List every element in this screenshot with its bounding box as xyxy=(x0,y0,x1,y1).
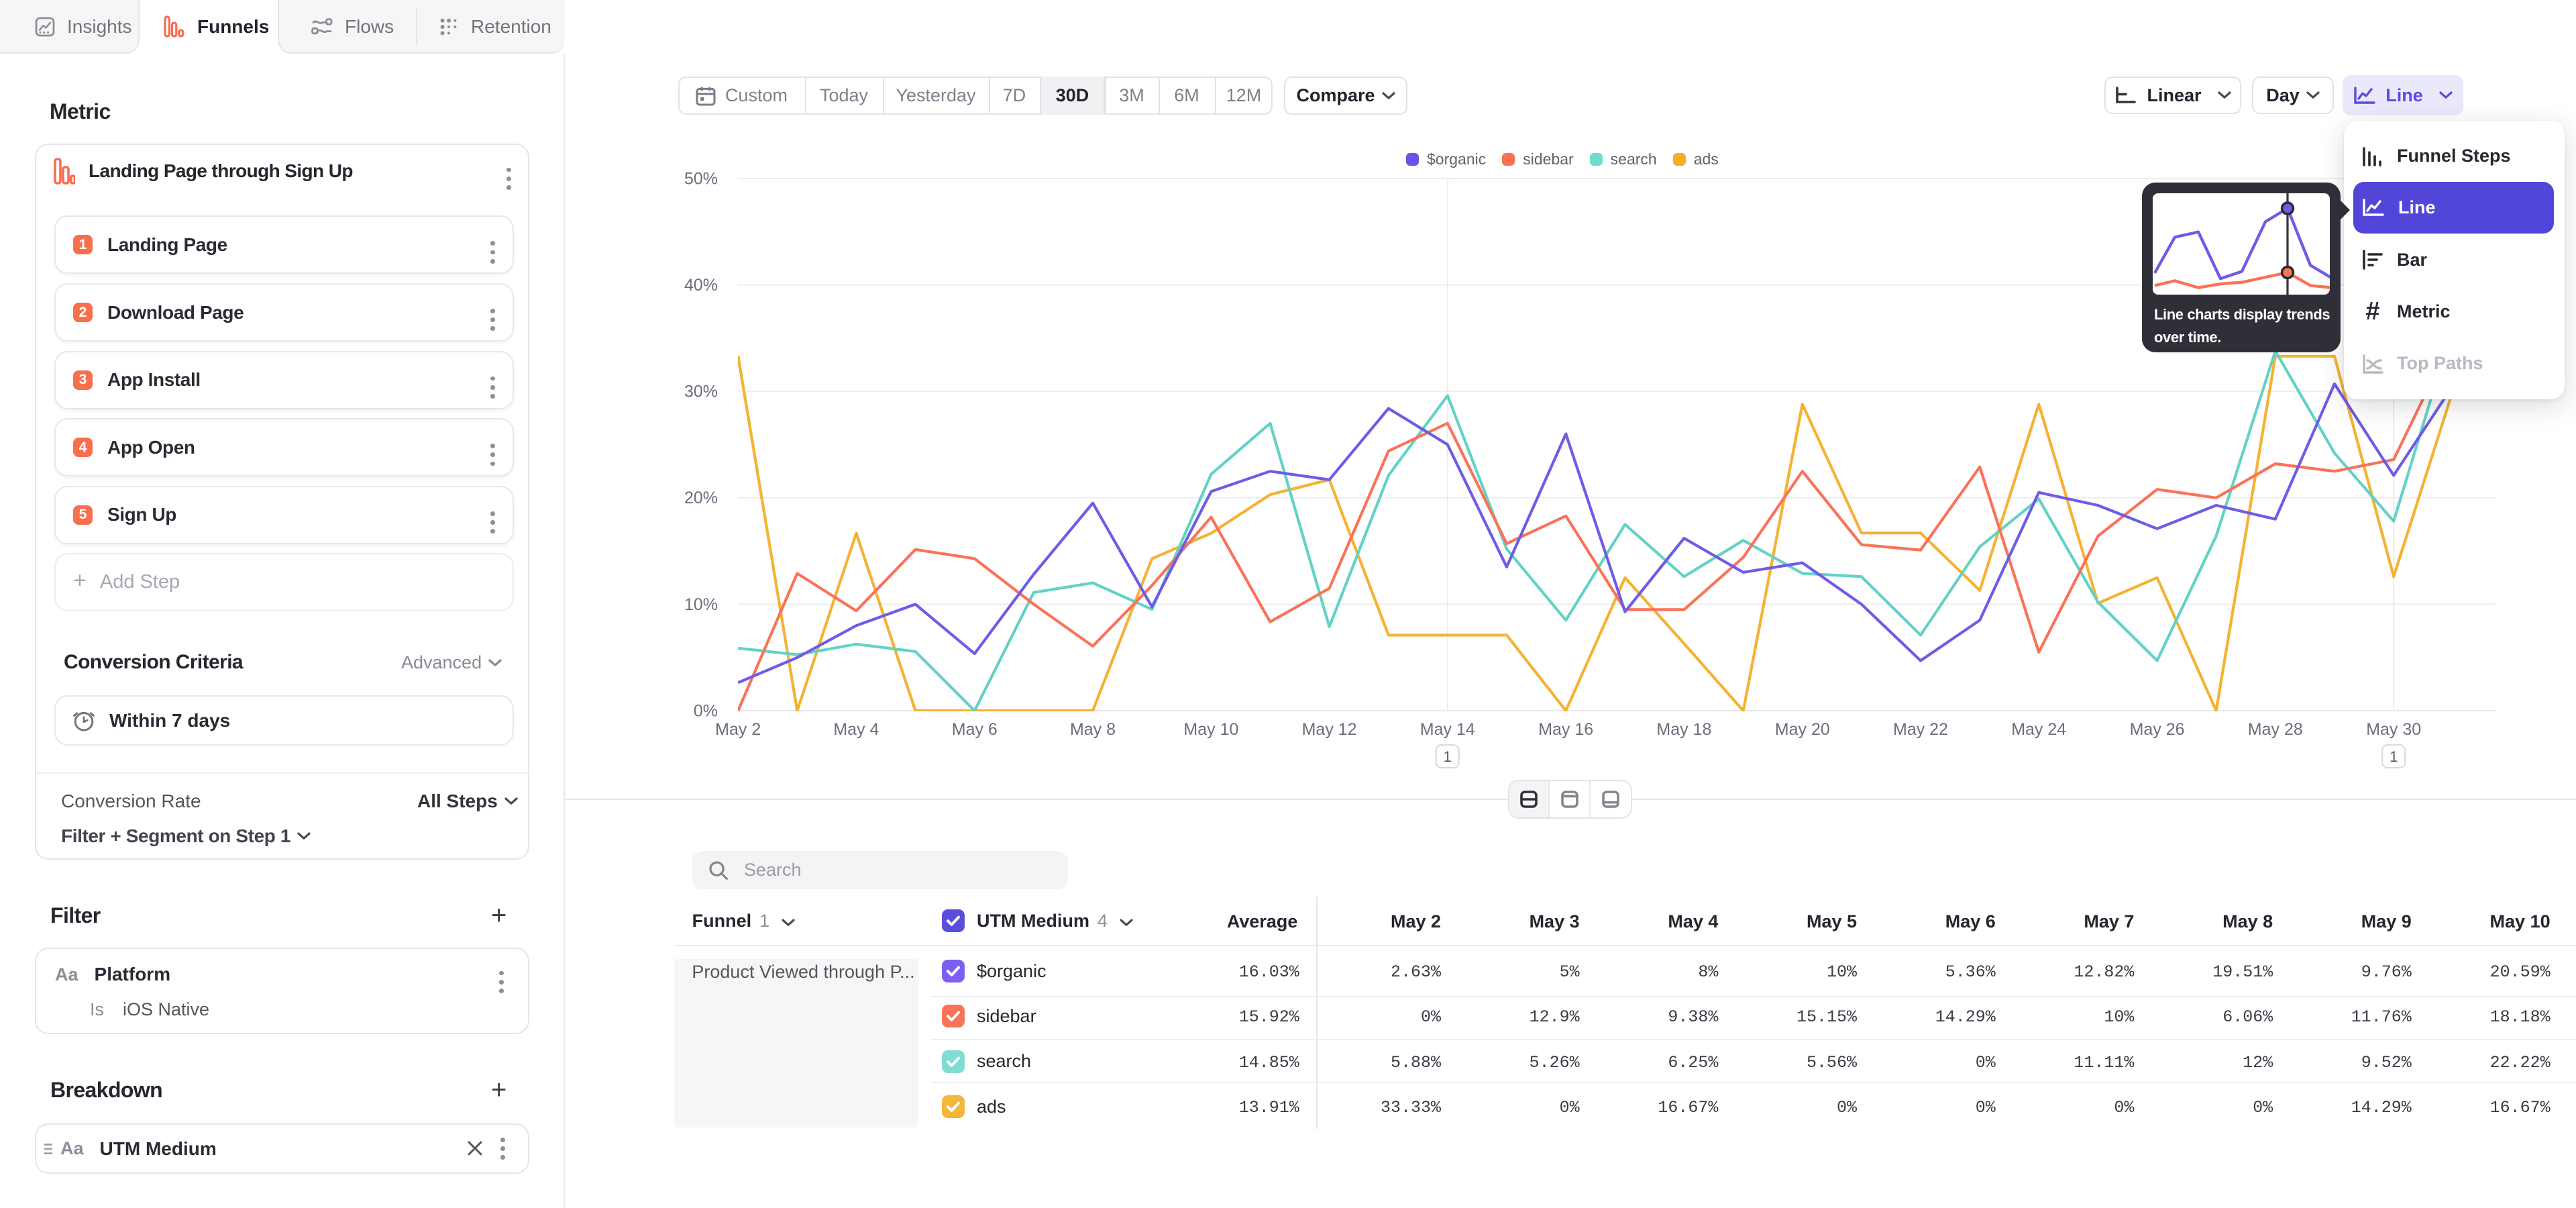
svg-text:May 30: May 30 xyxy=(2366,720,2421,739)
svg-text:0%: 0% xyxy=(694,701,718,720)
svg-text:30%: 30% xyxy=(684,383,718,401)
svg-text:May 6: May 6 xyxy=(952,720,998,739)
svg-text:40%: 40% xyxy=(684,276,718,295)
svg-text:May 28: May 28 xyxy=(2248,720,2303,739)
svg-text:50%: 50% xyxy=(684,169,718,188)
svg-text:May 8: May 8 xyxy=(1070,720,1116,739)
svg-text:May 12: May 12 xyxy=(1302,720,1357,739)
svg-text:May 24: May 24 xyxy=(2011,720,2066,739)
svg-text:20%: 20% xyxy=(684,489,718,507)
svg-text:May 20: May 20 xyxy=(1775,720,1830,739)
svg-text:May 26: May 26 xyxy=(2130,720,2185,739)
svg-text:May 22: May 22 xyxy=(1893,720,1948,739)
svg-text:May 2: May 2 xyxy=(715,720,761,739)
svg-text:10%: 10% xyxy=(684,595,718,614)
svg-text:May 16: May 16 xyxy=(1538,720,1593,739)
svg-text:May 10: May 10 xyxy=(1183,720,1238,739)
svg-text:May 14: May 14 xyxy=(1420,720,1475,739)
svg-text:1: 1 xyxy=(2390,748,2398,765)
svg-text:May 4: May 4 xyxy=(833,720,879,739)
svg-text:May 18: May 18 xyxy=(1656,720,1711,739)
svg-text:1: 1 xyxy=(1444,748,1452,765)
